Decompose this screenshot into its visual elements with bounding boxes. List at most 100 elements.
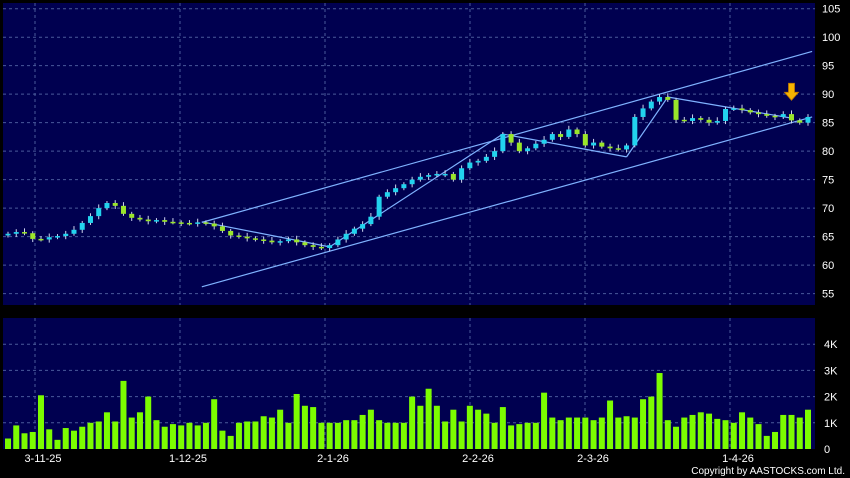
candle-body bbox=[327, 245, 333, 249]
x-tick-label: 2-2-26 bbox=[462, 453, 494, 465]
x-tick-label: 3-11-25 bbox=[24, 453, 61, 465]
candle-body bbox=[401, 184, 407, 189]
candle-body bbox=[71, 229, 77, 234]
candle-body bbox=[665, 97, 671, 100]
volume-bar bbox=[805, 409, 811, 449]
candle-body bbox=[186, 222, 192, 225]
volume-bar bbox=[301, 405, 308, 449]
candle-body bbox=[310, 245, 316, 247]
candle-body bbox=[54, 236, 60, 238]
candle-body bbox=[549, 134, 555, 140]
candle-body bbox=[360, 224, 366, 229]
volume-bar bbox=[565, 417, 572, 449]
candle-body bbox=[525, 148, 531, 152]
volume-bar bbox=[169, 424, 176, 449]
candle-body bbox=[137, 217, 143, 220]
candle-body bbox=[38, 238, 44, 241]
candle-body bbox=[500, 134, 506, 152]
candle-body bbox=[475, 160, 481, 163]
candle-body bbox=[434, 173, 440, 176]
x-tick-label: 1-4-26 bbox=[722, 453, 754, 465]
candle-body bbox=[673, 99, 679, 120]
price-tick-label: 70 bbox=[822, 203, 834, 215]
candle-body bbox=[690, 118, 696, 121]
candle-body bbox=[21, 232, 27, 234]
candle-body bbox=[120, 205, 126, 214]
volume-bar bbox=[508, 425, 515, 449]
volume-bar bbox=[714, 418, 721, 449]
volume-bar bbox=[5, 438, 11, 449]
candle-body bbox=[285, 239, 291, 242]
volume-bar bbox=[268, 417, 275, 449]
volume-bar bbox=[730, 422, 737, 449]
volume-bar bbox=[598, 417, 605, 449]
candle-body bbox=[566, 129, 572, 137]
candle-body bbox=[582, 134, 588, 146]
volume-bar bbox=[673, 426, 680, 449]
volume-bar bbox=[334, 422, 341, 449]
candle-body bbox=[393, 188, 399, 193]
candle-body bbox=[211, 223, 217, 227]
volume-tick-label: 3K bbox=[824, 365, 838, 377]
volume-bar bbox=[103, 412, 110, 449]
candle-body bbox=[79, 222, 85, 230]
volume-bar bbox=[318, 422, 325, 449]
trendline bbox=[502, 133, 627, 158]
volume-bar bbox=[244, 421, 251, 449]
down-arrow-icon bbox=[783, 82, 800, 101]
volume-bar bbox=[95, 421, 102, 449]
price-tick-label: 100 bbox=[822, 32, 840, 44]
candle-body bbox=[706, 119, 712, 123]
trendline bbox=[667, 96, 792, 119]
price-tick-label: 95 bbox=[822, 61, 834, 73]
candle-body bbox=[450, 173, 456, 180]
volume-bar bbox=[136, 412, 143, 449]
candle-body bbox=[739, 108, 745, 111]
price-tick-label: 55 bbox=[822, 289, 834, 301]
price-tick-label: 75 bbox=[822, 175, 834, 187]
volume-bar bbox=[582, 417, 589, 449]
candle-body bbox=[805, 116, 811, 123]
trendline bbox=[201, 221, 330, 248]
candle-body bbox=[541, 139, 547, 144]
volume-bar bbox=[747, 417, 754, 449]
volume-bar bbox=[37, 395, 44, 449]
candle-body bbox=[723, 108, 729, 121]
volume-bar bbox=[202, 422, 209, 449]
volume-tick-label: 2K bbox=[824, 392, 838, 404]
candle-body bbox=[442, 173, 448, 176]
volume-bar bbox=[54, 439, 61, 449]
candle-body bbox=[170, 221, 176, 224]
volume-bar bbox=[656, 373, 663, 449]
volume-bar bbox=[772, 431, 779, 449]
trendline bbox=[201, 50, 813, 223]
volume-bar bbox=[524, 422, 531, 449]
candle-body bbox=[467, 162, 473, 169]
copyright-notice: Copyright by AASTOCKS.com Ltd. bbox=[691, 466, 845, 477]
volume-bar bbox=[161, 426, 168, 449]
volume-bar bbox=[359, 414, 366, 449]
candle-body bbox=[698, 118, 704, 120]
candle-body bbox=[376, 196, 382, 217]
candle-body bbox=[591, 142, 597, 146]
candle-body bbox=[244, 236, 250, 239]
volume-bar bbox=[648, 396, 655, 449]
candle-body bbox=[63, 233, 69, 237]
volume-bar bbox=[227, 435, 234, 449]
volume-bar bbox=[310, 407, 317, 449]
price-tick-label: 90 bbox=[822, 89, 834, 101]
volume-bar bbox=[664, 420, 671, 449]
candle-body bbox=[368, 216, 374, 225]
volume-bar bbox=[343, 420, 350, 449]
trendline bbox=[329, 133, 504, 248]
candle-body bbox=[764, 114, 770, 116]
candle-body bbox=[178, 222, 184, 224]
volume-bar bbox=[796, 417, 803, 449]
volume-bar bbox=[178, 425, 185, 449]
price-panel bbox=[3, 3, 815, 305]
candle-body bbox=[30, 233, 36, 239]
volume-bar bbox=[516, 424, 523, 449]
candle-body bbox=[780, 114, 786, 117]
volume-bar bbox=[499, 407, 506, 449]
volume-bar bbox=[70, 430, 77, 449]
